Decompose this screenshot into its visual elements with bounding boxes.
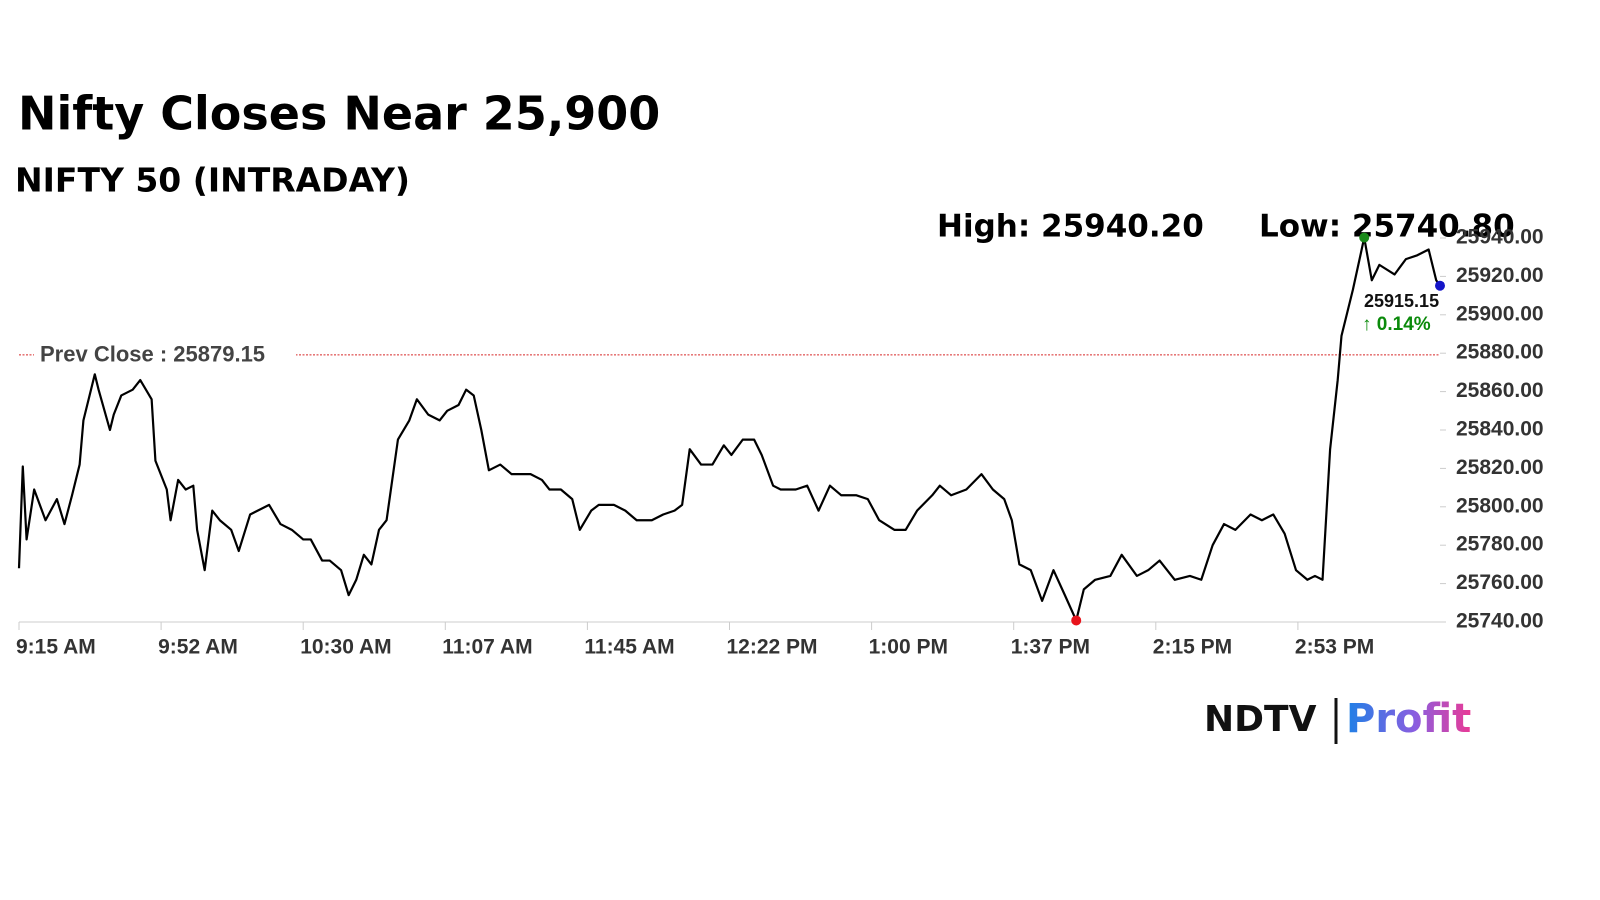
low-label: Low: 25740.80 [1259,209,1515,245]
y-tick-label: 25820.00 [1456,456,1544,479]
logo: NDTV Profit [1204,696,1471,744]
change-label: ↑ 0.14% [1362,314,1431,335]
logo-name: NDTV [1204,699,1317,740]
y-tick-label: 25840.00 [1456,418,1544,441]
x-tick-label: 10:30 AM [300,636,391,659]
y-tick-label: 25760.00 [1456,571,1544,594]
price-line [17,236,1441,622]
low-dot [1071,615,1082,626]
prev-close-label-bg [34,340,296,369]
x-tick-label: 9:15 AM [16,636,96,659]
y-tick-label: 25800.00 [1456,494,1544,517]
logo-product: Profit [1346,696,1471,742]
chart-title: Nifty Closes Near 25,900 [18,87,660,141]
y-tick-label: 25740.00 [1456,610,1544,633]
high-label: High: 25940.20 [937,209,1204,245]
x-tick-label: 12:22 PM [727,636,818,659]
x-tick-label: 2:53 PM [1295,636,1374,659]
plot-area: 25740.00 25760.00 25780.00 25800.00 25820.00… [16,226,1544,659]
x-tick-label: 9:52 AM [158,636,238,659]
y-tick-label: 25780.00 [1456,533,1544,556]
last-value-label: 25915.15 [1364,291,1439,311]
x-tick-label: 1:00 PM [869,636,948,659]
chart-subtitle: NIFTY 50 (INTRADAY) [15,161,410,200]
high-dot [1359,232,1370,243]
x-tick-label: 11:07 AM [442,636,532,659]
last-dot [1435,280,1445,291]
y-tick-label: 25940.00 [1456,226,1544,249]
x-tick-label: 11:45 AM [584,636,674,659]
y-tick-label: 25900.00 [1456,302,1544,325]
prev-close-label: Prev Close : 25879.15 [40,342,265,367]
x-tick-label: 2:15 PM [1153,636,1232,659]
y-tick-label: 25860.00 [1456,379,1544,402]
x-tick-label: 1:37 PM [1011,636,1090,659]
y-tick-label: 25920.00 [1456,264,1544,287]
y-tick-label: 25880.00 [1456,341,1544,364]
